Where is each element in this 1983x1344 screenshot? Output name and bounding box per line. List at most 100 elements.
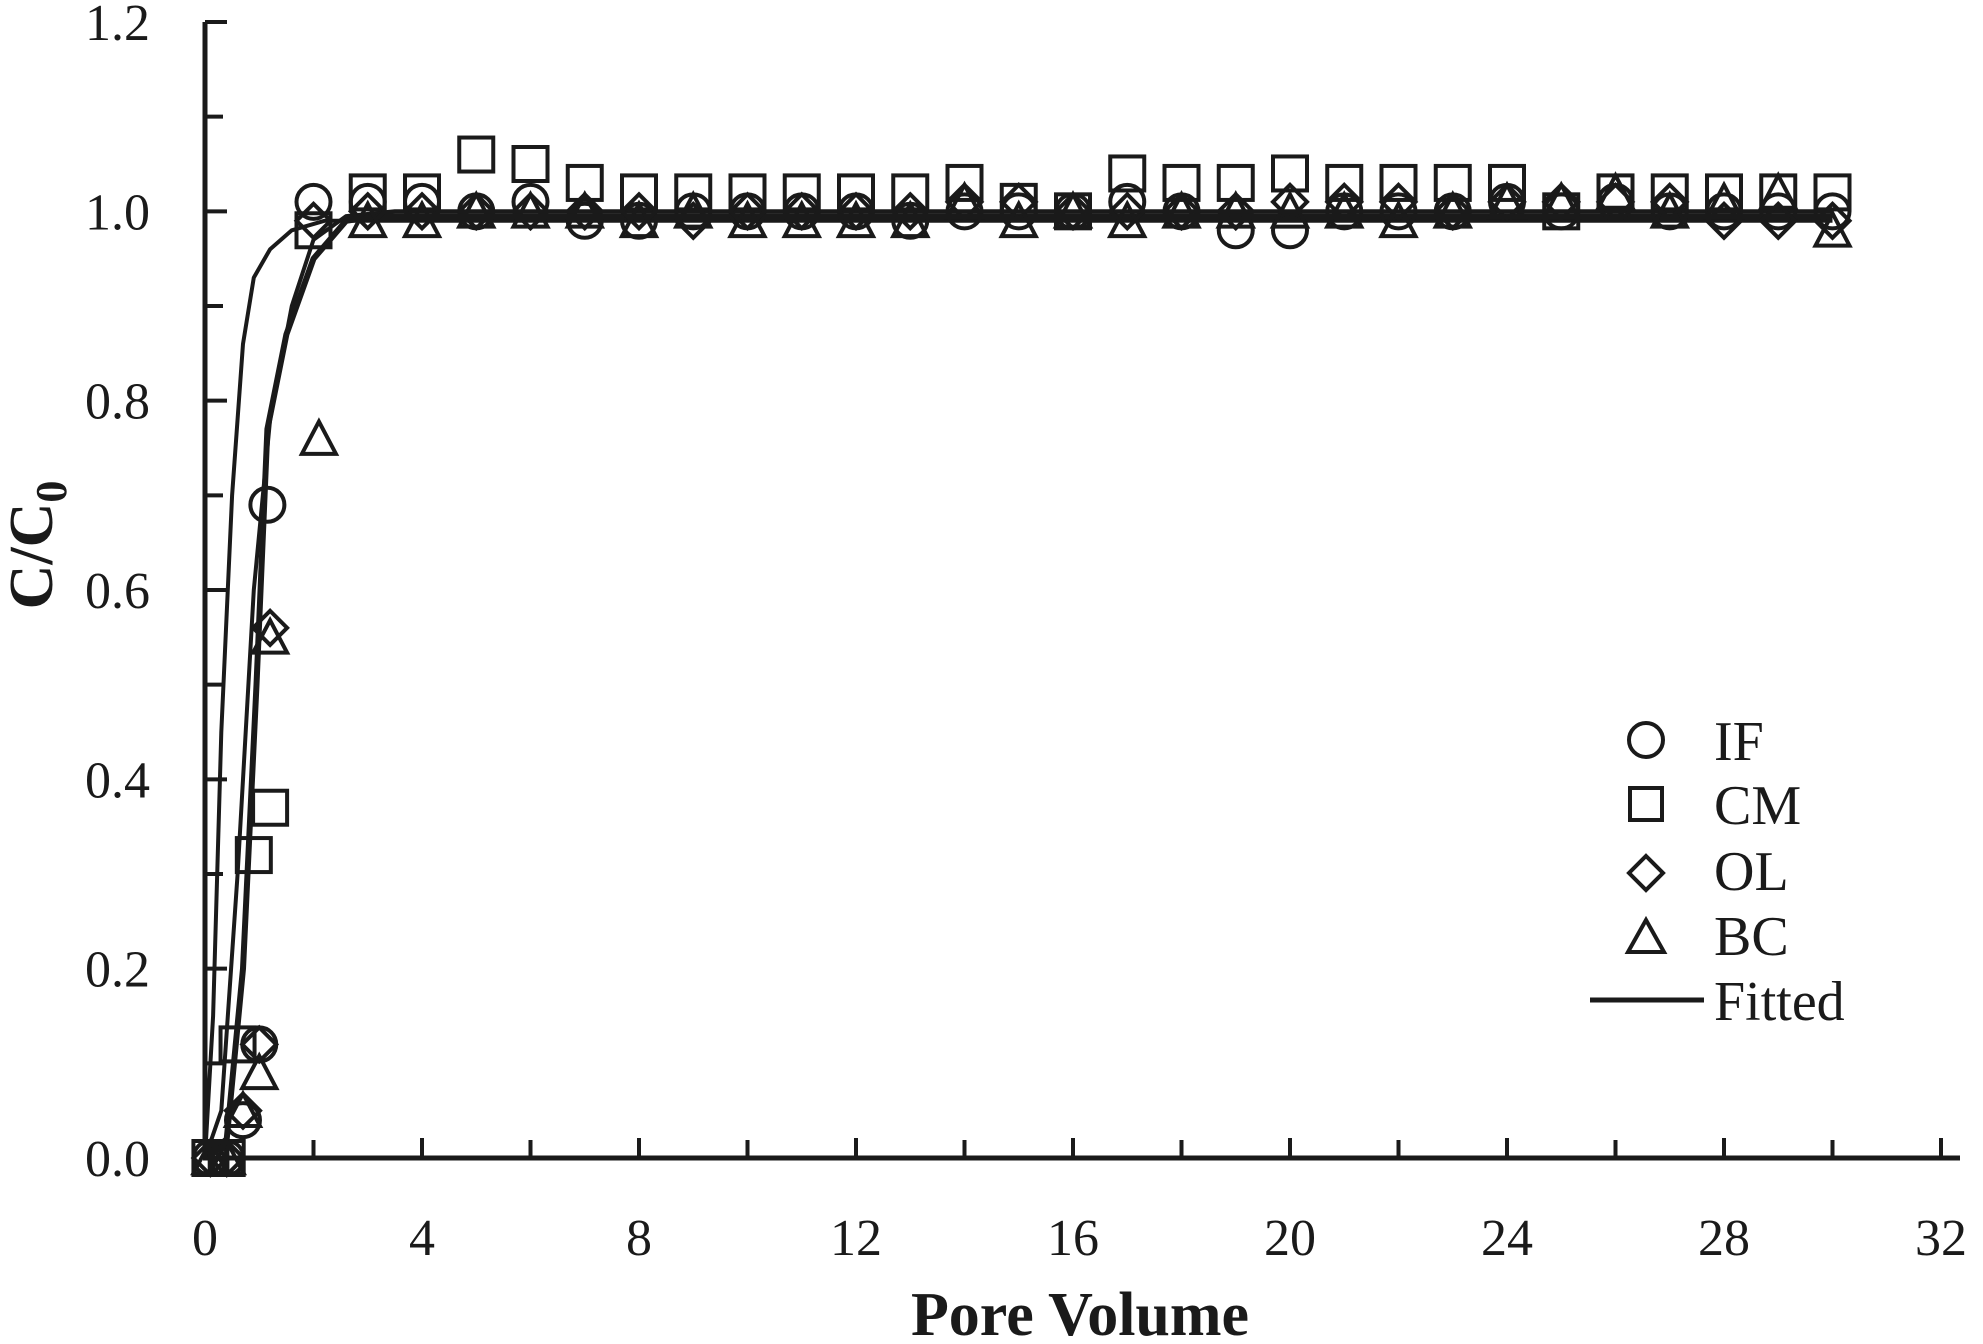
legend-label-fitted: Fitted xyxy=(1714,971,1845,1033)
data-point-bc xyxy=(672,190,714,229)
data-point-ol xyxy=(998,182,1039,222)
x-tick-label: 0 xyxy=(192,1210,218,1267)
data-point-bc xyxy=(998,199,1040,239)
data-point-bc xyxy=(1595,171,1636,210)
data-point-cm xyxy=(234,836,273,875)
data-point-ol xyxy=(347,191,388,232)
data-point-cm xyxy=(1162,163,1201,202)
data-point-bc xyxy=(944,180,985,220)
x-tick-label: 20 xyxy=(1264,1210,1316,1267)
legend-label-bc: BC xyxy=(1714,906,1789,968)
data-point-bc xyxy=(238,1051,280,1091)
data-point-ol xyxy=(293,200,334,241)
x-tick-label: 28 xyxy=(1698,1210,1750,1267)
data-point-ol xyxy=(1758,200,1799,241)
data-point-cm xyxy=(348,173,387,212)
data-point-cm xyxy=(620,173,658,212)
data-point-ol xyxy=(619,191,659,232)
data-point-cm xyxy=(565,163,604,202)
data-point-cm xyxy=(218,1025,257,1064)
data-point-cm xyxy=(1216,163,1255,202)
data-point-if xyxy=(1271,211,1309,250)
data-point-bc xyxy=(889,199,931,239)
series-ol xyxy=(190,182,1853,1178)
data-point-cm xyxy=(1108,154,1147,193)
data-point-ol xyxy=(1107,191,1148,232)
legend-label-if: IF xyxy=(1714,711,1764,773)
fitted-curve-1 xyxy=(203,218,1833,1159)
y-axis-title: C/C0 xyxy=(0,481,76,610)
data-point-cm xyxy=(1488,163,1526,202)
data-points xyxy=(190,135,1853,1178)
legend-item-fitted: Fitted xyxy=(1590,971,1845,1033)
legend-marker-cm xyxy=(1628,786,1664,822)
data-point-if xyxy=(248,485,287,524)
data-point-bc xyxy=(206,1136,248,1176)
y-tick-label: 0.8 xyxy=(85,374,150,431)
data-point-cm xyxy=(891,173,930,212)
data-point-cm xyxy=(457,135,496,174)
data-point-ol xyxy=(781,191,822,232)
data-point-bc xyxy=(1269,190,1311,229)
ticks: 0 4 8 12 16 20 24 28 32 0.0 0.2 0.4 0.6 0.8 1.0 1.2 xyxy=(85,0,1967,1267)
series-cm xyxy=(191,135,1852,1177)
data-point-ol xyxy=(1812,200,1853,241)
data-point-cm xyxy=(674,173,713,212)
data-point-if xyxy=(223,1101,262,1140)
data-point-bc xyxy=(1812,208,1853,248)
data-point-bc xyxy=(1052,190,1094,229)
y-tick-label: 1.0 xyxy=(85,184,150,241)
data-point-bc xyxy=(618,199,660,239)
legend-marker-ol xyxy=(1626,853,1666,893)
data-point-ol xyxy=(250,608,290,648)
y-axis-title-main: C/C xyxy=(0,503,66,610)
data-point-bc xyxy=(249,616,291,655)
x-tick-label: 32 xyxy=(1915,1210,1967,1267)
y-tick-label: 0.0 xyxy=(85,1131,150,1188)
fitted-curve-2 xyxy=(203,209,1833,1159)
fitted-curve-3 xyxy=(203,213,1833,1161)
data-point-cm xyxy=(1325,163,1364,202)
data-point-if xyxy=(1108,182,1147,221)
data-point-cm xyxy=(728,173,767,212)
data-point-bc xyxy=(1432,190,1474,229)
legend-item-ol: OL xyxy=(1626,841,1789,903)
data-point-bc xyxy=(781,199,823,239)
data-point-bc xyxy=(1649,190,1691,229)
data-point-bc xyxy=(510,190,551,229)
y-tick-label: 1.2 xyxy=(85,0,150,52)
data-point-if xyxy=(511,182,550,221)
x-tick-label: 4 xyxy=(409,1210,435,1267)
legend-item-cm: CM xyxy=(1628,775,1801,837)
data-point-bc xyxy=(1378,199,1419,239)
data-point-bc xyxy=(727,199,768,239)
data-point-ol xyxy=(1704,200,1744,241)
y-tick-label: 0.4 xyxy=(85,752,150,809)
data-point-ol xyxy=(890,191,931,232)
legend-label-ol: OL xyxy=(1714,841,1789,903)
data-point-if xyxy=(294,182,333,221)
x-tick-label: 8 xyxy=(626,1210,652,1267)
data-point-bc xyxy=(1703,180,1745,220)
data-point-cm xyxy=(251,788,290,827)
x-tick-label: 12 xyxy=(830,1210,882,1267)
data-point-bc xyxy=(835,199,877,239)
data-point-ol xyxy=(1378,182,1419,222)
fitted-curves xyxy=(203,209,1833,1161)
data-point-ol xyxy=(1324,182,1365,222)
y-tick-label: 0.2 xyxy=(85,942,150,999)
data-point-bc xyxy=(1215,190,1257,229)
data-point-ol xyxy=(239,1024,280,1065)
legend-item-bc: BC xyxy=(1624,906,1789,968)
data-point-cm xyxy=(294,211,333,250)
data-point-bc xyxy=(1757,171,1799,210)
data-point-cm xyxy=(511,145,550,183)
data-point-ol xyxy=(836,191,876,232)
data-point-if xyxy=(565,201,604,240)
data-point-ol xyxy=(1270,182,1310,222)
data-point-ol xyxy=(402,191,442,232)
data-point-bc xyxy=(1486,180,1528,220)
data-point-bc xyxy=(455,190,497,229)
